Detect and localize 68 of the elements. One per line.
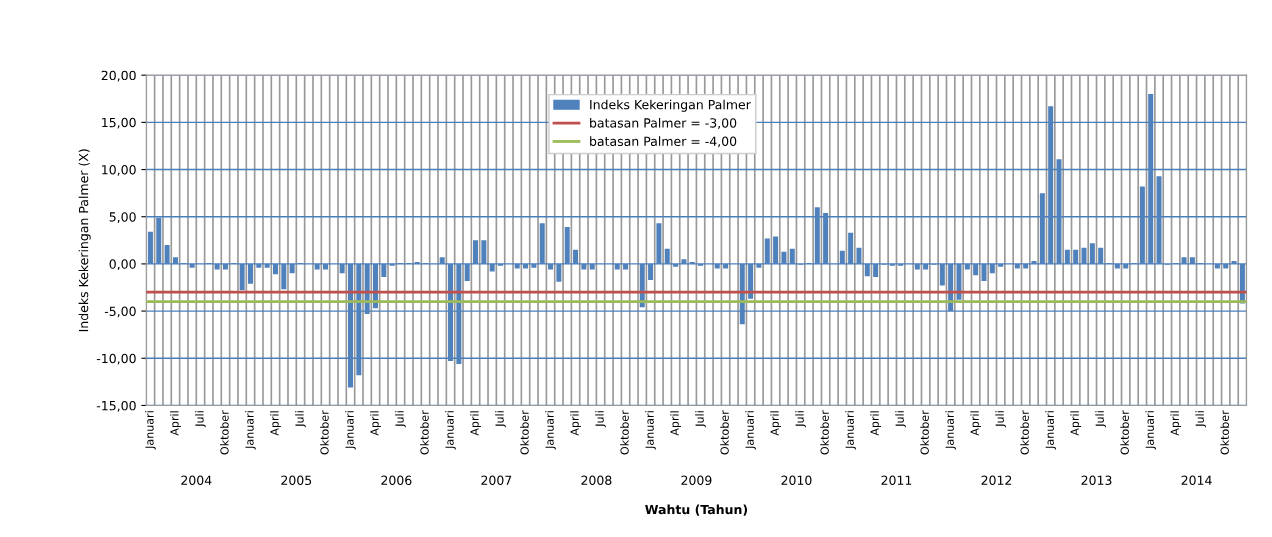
legend-label: Indeks Kekeringan Palmer: [590, 99, 751, 112]
text: 2007: [481, 475, 512, 486]
y-tick-label: 0,00: [109, 259, 136, 271]
text: 2014: [1181, 475, 1212, 486]
x-tick-label: Juli: [595, 411, 606, 428]
x-tick-label: Oktober: [220, 410, 229, 455]
text: 2011: [881, 475, 912, 486]
x-tick-label: Januari: [845, 411, 856, 450]
text: 2009: [681, 475, 712, 486]
x-tick-label: Juli: [295, 411, 306, 428]
x-tick-label: Oktober: [720, 410, 729, 455]
x-tick-label: Juli: [395, 411, 406, 428]
x-tick-label: Januari: [445, 411, 456, 450]
x-tick-label: Juli: [195, 411, 206, 428]
y-axis-title: Indeks Kekeringan Palmer (X): [78, 149, 91, 332]
x-tick-label: Oktober: [420, 410, 429, 455]
y-tick-label: 20,00: [101, 70, 136, 82]
x-tick-label: Juli: [495, 411, 506, 428]
x-tick-label: April: [570, 411, 581, 436]
x-tick-label: April: [470, 411, 481, 436]
x-tick-label: Oktober: [1120, 410, 1129, 455]
text: 2012: [981, 475, 1012, 486]
x-tick-label: Oktober: [320, 410, 329, 455]
text: 2013: [1081, 475, 1112, 486]
text: 2008: [581, 475, 612, 486]
text: 2006: [381, 475, 412, 486]
x-tick-label: Juli: [895, 411, 906, 428]
x-tick-label: Januari: [645, 411, 656, 450]
x-tick-label: April: [170, 411, 181, 436]
x-tick-label: April: [970, 411, 982, 436]
x-tick-label: Juli: [695, 411, 706, 428]
text: 2005: [281, 475, 312, 486]
x-tick-label: Oktober: [620, 410, 629, 455]
text: 2004: [181, 475, 212, 486]
x-tick-label: Oktober: [1020, 410, 1029, 455]
x-tick-label: Januari: [945, 411, 956, 450]
y-tick-label: 15,00: [102, 117, 136, 129]
y-tick-label: -5,00: [104, 306, 136, 318]
x-axis-title: Wahtu (Tahun): [645, 504, 748, 516]
legend-label: batasan Palmer = -4,00: [590, 136, 737, 148]
legend-label: batasan Palmer = -3,00: [590, 117, 737, 129]
x-tick-label: Oktober: [520, 410, 529, 455]
x-tick-label: Juli: [795, 411, 806, 428]
x-tick-label: Juli: [1095, 411, 1106, 428]
y-tick-label: -10,00: [96, 353, 136, 365]
x-tick-label: Januari: [1045, 411, 1056, 450]
x-tick-label: Januari: [545, 411, 556, 450]
x-tick-label: Oktober: [1220, 410, 1229, 455]
y-tick-label: 5,00: [109, 212, 136, 223]
text: 2010: [781, 475, 812, 486]
x-tick-label: Januari: [245, 411, 256, 450]
x-tick-label: Oktober: [820, 410, 829, 455]
x-tick-label: Juli: [1195, 411, 1206, 428]
x-tick-label: Oktober: [920, 410, 929, 455]
x-tick-label: Januari: [345, 411, 356, 450]
x-tick-label: April: [270, 411, 281, 436]
x-tick-label: April: [770, 411, 781, 436]
x-tick-label: April: [370, 411, 381, 436]
x-tick-label: April: [870, 411, 882, 436]
x-tick-label: Januari: [745, 411, 756, 450]
x-tick-label: Juli: [995, 411, 1006, 428]
x-tick-label: April: [670, 411, 681, 436]
x-tick-label: Januari: [1145, 411, 1156, 450]
x-tick-label: Januari: [145, 411, 156, 450]
x-tick-label: April: [1070, 411, 1082, 436]
y-tick-label: -15,00: [96, 400, 136, 412]
y-tick-label: 10,00: [102, 165, 136, 176]
x-tick-label: April: [1170, 411, 1182, 436]
